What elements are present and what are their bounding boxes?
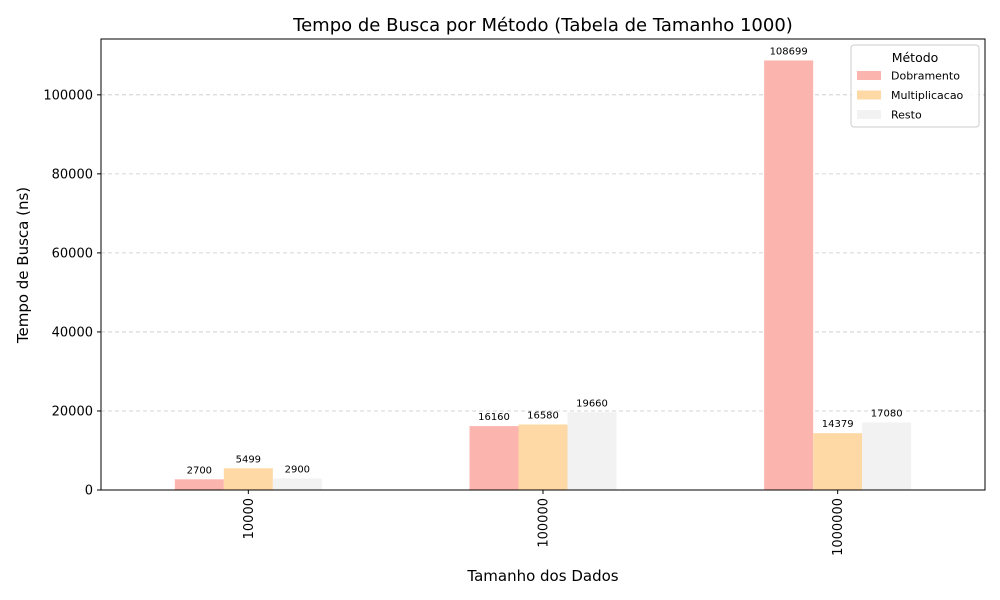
bar xyxy=(813,433,863,490)
x-tick-label: 100000 xyxy=(537,498,552,548)
bar xyxy=(272,478,322,490)
bar-value-label: 16580 xyxy=(527,410,559,421)
y-tick-label: 60000 xyxy=(52,246,93,261)
bar-value-label: 16160 xyxy=(478,412,510,423)
bar-value-label: 108699 xyxy=(770,46,808,57)
bar xyxy=(862,422,912,490)
legend-swatch xyxy=(857,110,881,119)
bar-value-label: 19660 xyxy=(576,398,608,409)
bars xyxy=(174,60,912,490)
y-tick-label: 0 xyxy=(85,484,93,499)
y-axis-ticks: 0 20000 40000 60000 80000 100000 xyxy=(43,88,101,499)
legend-swatch xyxy=(857,90,881,100)
bar xyxy=(518,424,568,490)
bar-value-label: 14379 xyxy=(822,419,854,430)
bar-value-label: 17080 xyxy=(871,409,903,420)
legend: Método Dobramento Multiplicacao Resto xyxy=(850,44,980,128)
x-tick-label: 10000 xyxy=(242,498,257,539)
y-tick-label: 80000 xyxy=(52,167,93,182)
legend-entry: Multiplicacao xyxy=(891,89,964,102)
y-tick-label: 40000 xyxy=(52,325,93,340)
x-tick-label: 1000000 xyxy=(831,498,846,556)
x-axis-ticks: 10000 100000 1000000 xyxy=(242,490,846,556)
legend-title: Método xyxy=(892,50,939,65)
legend-entry: Resto xyxy=(891,109,922,122)
legend-entry: Dobramento xyxy=(891,70,960,83)
x-axis-label: Tamanho dos Dados xyxy=(466,567,618,585)
legend-box xyxy=(850,44,980,128)
bar-value-label: 2700 xyxy=(187,465,212,476)
chart-title: Tempo de Busca por Método (Tabela de Tam… xyxy=(292,15,793,36)
bar-value-label: 5499 xyxy=(236,454,261,465)
y-axis-label: Tempo de Busca (ns) xyxy=(14,187,32,344)
gridlines xyxy=(101,94,985,412)
bar xyxy=(469,426,519,490)
legend-items: Dobramento Multiplicacao Resto xyxy=(857,70,964,122)
y-tick-label: 100000 xyxy=(43,88,93,103)
bar xyxy=(567,412,617,490)
bar xyxy=(174,479,224,490)
bar-value-label: 2900 xyxy=(285,465,310,476)
bar xyxy=(764,60,814,490)
legend-swatch xyxy=(857,71,881,80)
y-tick-label: 20000 xyxy=(52,404,93,419)
bar xyxy=(223,468,273,490)
bar-labels: 2700 5499 2900 16160 16580 19660 108699 14379 17… xyxy=(187,46,903,476)
